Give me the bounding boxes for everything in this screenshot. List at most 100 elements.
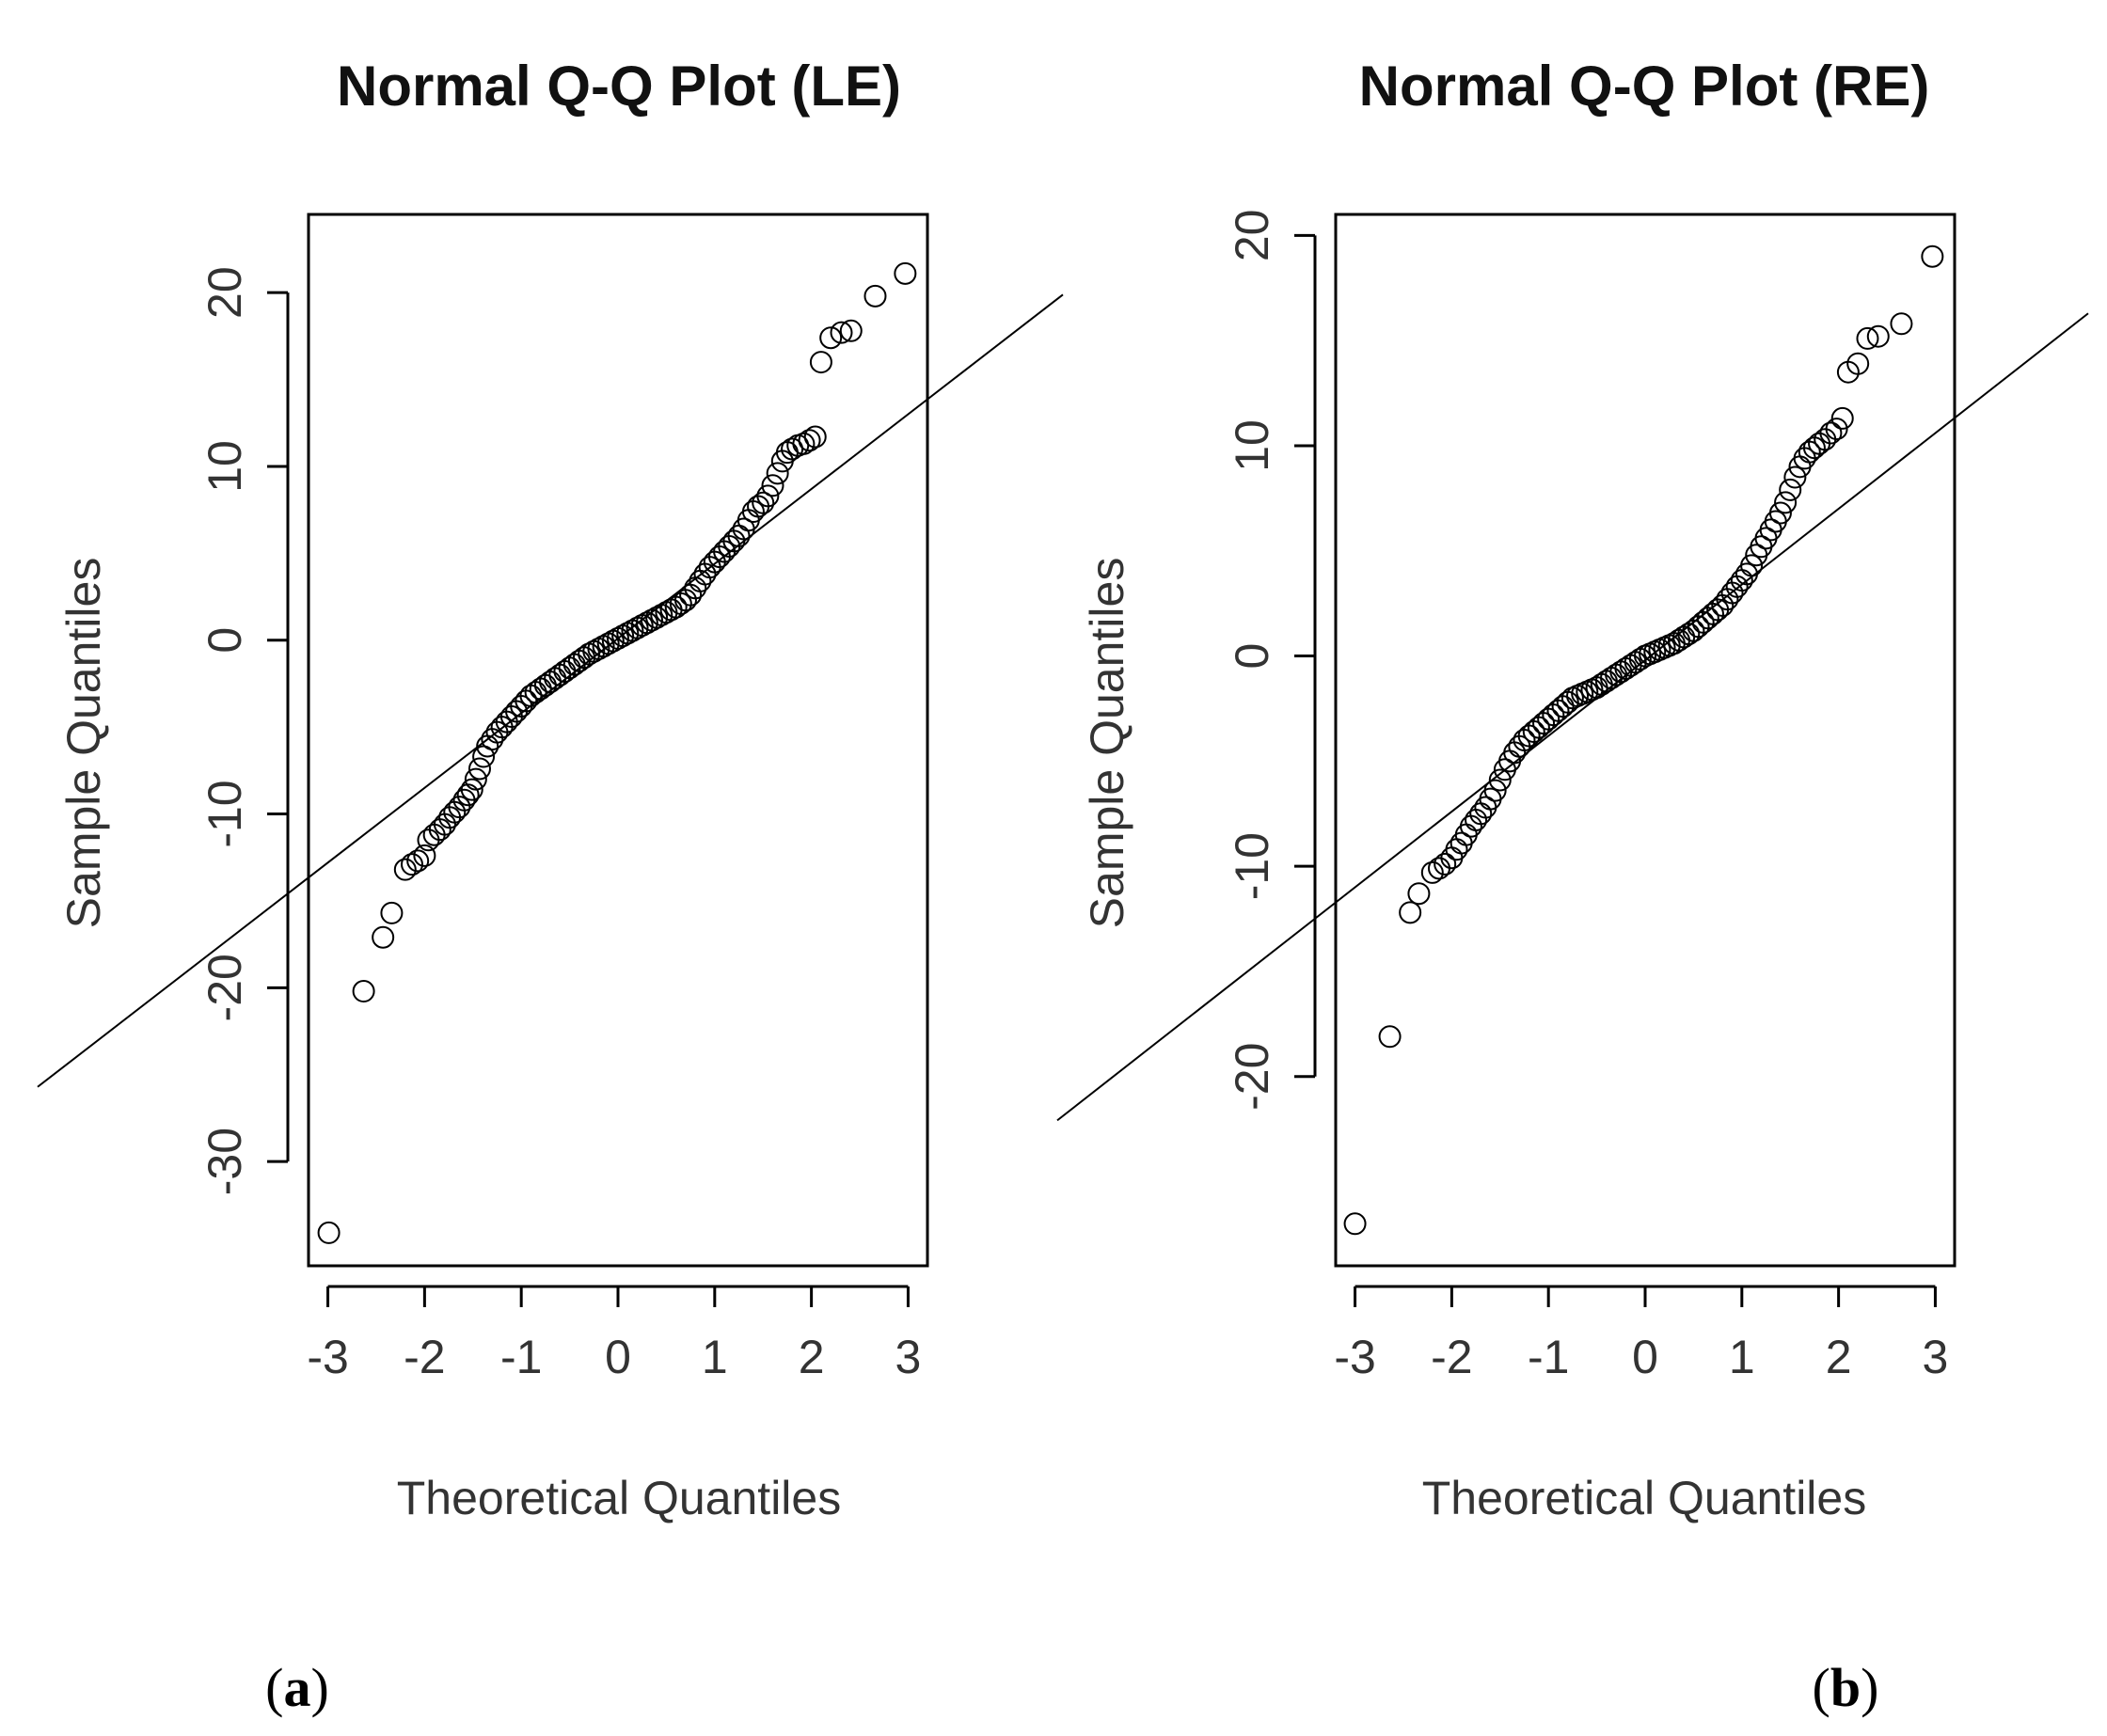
panel-le-y-axis: -30 -20 -10 0 10 20 bbox=[198, 266, 290, 1195]
panel-le-point bbox=[803, 425, 827, 449]
panel-re-reference-line bbox=[1056, 312, 2089, 1122]
panel-re-point bbox=[1428, 857, 1451, 880]
panel-re-point bbox=[1819, 421, 1843, 445]
panel-re-x-ticks: -3 -2 -1 0 1 2 3 bbox=[1334, 1286, 1948, 1383]
panel-re-point bbox=[1488, 768, 1512, 792]
panel-le-x-ticks: -3 -2 -1 0 1 2 3 bbox=[307, 1286, 921, 1383]
panel-le-x-tick-label: -1 bbox=[500, 1331, 542, 1383]
panel-le-point bbox=[863, 284, 887, 308]
panel-le-y-ticks: -30 -20 -10 0 10 20 bbox=[198, 266, 288, 1195]
panel-re-y-tick-label: 20 bbox=[1226, 210, 1278, 262]
panel-re-y-ticks: -20 -10 0 10 20 bbox=[1226, 210, 1315, 1111]
subfigure-label-b: (b) bbox=[1813, 1657, 1879, 1718]
panel-le-points bbox=[317, 261, 917, 1244]
panel-re-x-tick-label: -2 bbox=[1431, 1331, 1472, 1383]
panel-le-point bbox=[756, 484, 780, 508]
panel-re-point bbox=[1890, 312, 1913, 336]
panel-re-ylabel: Sample Quantiles bbox=[1081, 558, 1133, 929]
panel-le-x-tick-label: 0 bbox=[605, 1331, 631, 1383]
panel-le-point bbox=[417, 829, 440, 852]
panel-le-x-tick-label: 1 bbox=[702, 1331, 728, 1383]
panel-re-point bbox=[1740, 554, 1764, 577]
panel-le-ylabel: Sample Quantiles bbox=[57, 558, 110, 929]
panel-le-point bbox=[460, 778, 483, 801]
subfigure-paren-open-a: ( bbox=[265, 1657, 283, 1718]
panel-le-point bbox=[448, 796, 471, 819]
panel-re-y-tick-label: -20 bbox=[1226, 1043, 1278, 1111]
panel-re-y-tick-label: 0 bbox=[1226, 643, 1278, 670]
panel-le-point bbox=[761, 474, 784, 497]
panel-le-x-tick-label: -3 bbox=[307, 1331, 348, 1383]
panel-le-plot-frame bbox=[307, 213, 929, 1268]
subfigure-label-a: (a) bbox=[265, 1657, 329, 1718]
subfigure-paren-open-b: ( bbox=[1813, 1657, 1830, 1718]
panel-re-y-axis: -20 -10 0 10 20 bbox=[1226, 210, 1317, 1111]
panel-re-point bbox=[1866, 324, 1890, 348]
panel-re-xlabel: Theoretical Quantiles bbox=[1422, 1472, 1866, 1524]
panel-re-points bbox=[1343, 245, 1944, 1236]
panel-le: Normal Q-Q Plot (LE) Sample Quantiles Th… bbox=[37, 55, 1064, 1718]
panel-le-y-tick-label: 20 bbox=[198, 266, 251, 319]
panel-re-point bbox=[1420, 860, 1444, 884]
panel-le-y-tick-label: -30 bbox=[198, 1128, 251, 1195]
panel-le-point bbox=[798, 429, 821, 452]
panel-le-xlabel: Theoretical Quantiles bbox=[397, 1472, 841, 1524]
panel-re-point bbox=[1483, 779, 1507, 802]
panel-re-point bbox=[1407, 882, 1431, 906]
panel-le-point bbox=[819, 326, 843, 350]
panel-le-point bbox=[809, 351, 832, 374]
panel-re-ref-line-group bbox=[1056, 312, 2089, 1122]
panel-re-y-tick-label: 10 bbox=[1226, 419, 1278, 472]
panel-re-point bbox=[1921, 245, 1944, 268]
panel-re-y-tick-label: -10 bbox=[1226, 832, 1278, 900]
panel-re-point bbox=[1399, 901, 1422, 924]
panel-re-x-tick-label: 2 bbox=[1826, 1331, 1852, 1383]
subfigure-letter-b: b bbox=[1830, 1657, 1861, 1718]
panel-le-title: Normal Q-Q Plot (LE) bbox=[337, 55, 901, 118]
panel-re-point bbox=[1343, 1212, 1367, 1236]
panel-re: Normal Q-Q Plot (RE) Sample Quantiles Th… bbox=[1056, 55, 2089, 1718]
panel-re-point bbox=[1378, 1025, 1402, 1049]
panel-le-point bbox=[792, 432, 816, 455]
panel-le-x-tick-label: 3 bbox=[895, 1331, 922, 1383]
panel-le-point bbox=[467, 757, 491, 781]
subfigure-letter-a: a bbox=[284, 1657, 311, 1718]
panel-re-point bbox=[1856, 326, 1879, 350]
panel-le-point bbox=[464, 767, 487, 791]
panel-re-x-tick-label: 0 bbox=[1632, 1331, 1658, 1383]
panel-re-point bbox=[1774, 491, 1798, 514]
panel-le-point bbox=[406, 849, 430, 873]
panel-re-x-tick-label: 1 bbox=[1729, 1331, 1755, 1383]
panel-re-point bbox=[1434, 852, 1457, 876]
panel-le-point bbox=[352, 980, 375, 1003]
panel-le-y-tick-label: 0 bbox=[198, 627, 251, 654]
panel-re-point bbox=[1846, 352, 1870, 375]
panel-le-point bbox=[766, 462, 789, 485]
panel-le-point bbox=[830, 321, 853, 344]
panel-re-x-axis: -3 -2 -1 0 1 2 3 bbox=[1334, 1285, 1948, 1383]
panel-le-point bbox=[894, 261, 917, 285]
panel-le-point bbox=[752, 491, 775, 514]
panel-re-point bbox=[1825, 418, 1848, 441]
panel-le-y-tick-label: -10 bbox=[198, 780, 251, 847]
panel-re-x-tick-label: 3 bbox=[1923, 1331, 1949, 1383]
panel-le-point bbox=[456, 783, 480, 807]
panel-le-x-tick-label: -2 bbox=[404, 1331, 445, 1383]
panel-le-point bbox=[380, 901, 404, 924]
panel-le-y-tick-label: 10 bbox=[198, 440, 251, 493]
panel-re-point bbox=[1830, 406, 1854, 430]
panel-re-x-tick-label: -3 bbox=[1334, 1331, 1375, 1383]
panel-re-point bbox=[1768, 501, 1792, 525]
panel-le-point bbox=[401, 853, 424, 876]
panel-le-point bbox=[372, 925, 395, 949]
subfigure-paren-close-b: ) bbox=[1861, 1657, 1878, 1718]
panel-le-point bbox=[393, 858, 417, 881]
panel-re-x-tick-label: -1 bbox=[1528, 1331, 1569, 1383]
panel-le-x-tick-label: 2 bbox=[799, 1331, 825, 1383]
panel-re-point bbox=[1783, 466, 1807, 489]
panel-re-plot-frame bbox=[1334, 213, 1956, 1268]
subfigure-paren-close-a: ) bbox=[311, 1657, 329, 1718]
panel-le-y-tick-label: -20 bbox=[198, 954, 251, 1021]
panel-le-point bbox=[413, 844, 436, 867]
